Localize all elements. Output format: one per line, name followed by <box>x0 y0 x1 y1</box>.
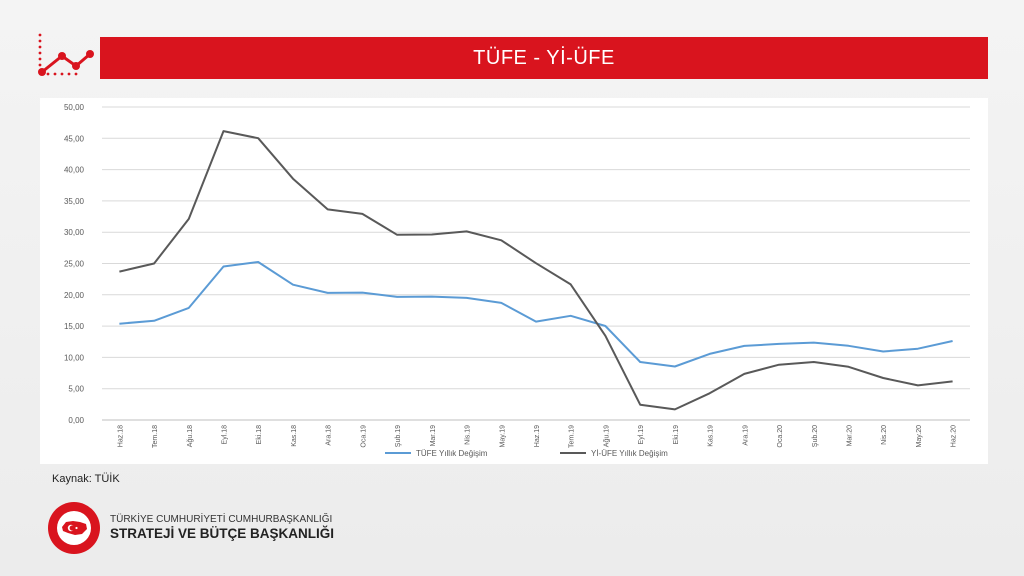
y-tick-label: 45,00 <box>64 134 85 143</box>
x-tick-label: Tem.19 <box>569 425 576 448</box>
x-tick-label: Haz.19 <box>534 425 541 447</box>
org-name-line1: TÜRKİYE CUMHURİYETİ CUMHURBAŞKANLIĞI <box>110 514 333 526</box>
org-name-line2: STRATEJİ VE BÜTÇE BAŞKANLIĞI <box>110 525 335 541</box>
x-tick-label: Haz.20 <box>951 425 958 447</box>
x-tick-label: Tem.18 <box>152 425 159 448</box>
x-tick-label: Mar.20 <box>846 425 853 447</box>
x-tick-label: Nis.20 <box>881 425 888 445</box>
x-tick-label: Oca.20 <box>777 425 784 448</box>
source-note: Kaynak: TÜİK <box>52 473 120 485</box>
y-tick-label: 25,00 <box>64 260 85 269</box>
y-tick-label: 40,00 <box>64 166 85 175</box>
x-tick-label: Kas.19 <box>708 425 715 447</box>
y-tick-label: 35,00 <box>64 197 85 206</box>
org-logo <box>48 502 100 554</box>
org-block: TÜRKİYE CUMHURİYETİ CUMHURBAŞKANLIĞI STR… <box>46 500 334 556</box>
x-tick-label: Ara.19 <box>742 425 749 446</box>
y-tick-label: 10,00 <box>64 353 85 362</box>
y-tick-label: 30,00 <box>64 228 85 237</box>
x-tick-label: Ağu.19 <box>603 425 610 447</box>
y-tick-label: 5,00 <box>68 385 84 394</box>
x-tick-label: May.20 <box>916 425 923 448</box>
yi-ufe-series-line <box>119 130 953 411</box>
x-tick-label: Eki.19 <box>673 425 680 445</box>
x-tick-label: Eyl.19 <box>638 425 645 445</box>
x-tick-label: Şub.20 <box>812 425 819 447</box>
slide-title: TÜFE - Yİ-ÜFE <box>473 46 615 69</box>
y-tick-label: 50,00 <box>64 103 85 112</box>
x-tick-label: Oca.19 <box>360 425 367 448</box>
x-tick-label: Ağu.18 <box>187 425 194 447</box>
y-tick-label: 15,00 <box>64 322 85 331</box>
legend-label: Yİ-ÜFE Yıllık Değişim <box>591 449 668 458</box>
x-tick-label: Nis.19 <box>465 425 472 445</box>
x-tick-label: Eyl.18 <box>222 425 229 445</box>
x-tick-label: Eki.18 <box>256 425 263 445</box>
line-chart: 0,00 5,00 10,00 15,00 20,00 25,00 30,00 35,00 40… <box>64 103 970 458</box>
y-tick-label: 0,00 <box>68 416 84 425</box>
x-tick-label: May.19 <box>499 425 506 448</box>
x-tick-label: Kas.18 <box>291 425 298 447</box>
y-tick-label: 20,00 <box>64 291 85 300</box>
x-tick-label: Şub.19 <box>395 425 402 447</box>
x-tick-label: Mar.19 <box>430 425 437 447</box>
chart-panel: 0,00 5,00 10,00 15,00 20,00 25,00 30,00 35,00 40… <box>40 98 988 464</box>
x-tick-label: Ara.18 <box>326 425 333 446</box>
slide-title-bar: TÜFE - Yİ-ÜFE <box>100 37 988 79</box>
x-tick-label: Haz.18 <box>117 425 124 447</box>
trend-line-icon <box>38 33 94 76</box>
legend-label: TÜFE Yıllık Değişim <box>416 449 488 458</box>
tufe-series-line <box>119 261 953 368</box>
